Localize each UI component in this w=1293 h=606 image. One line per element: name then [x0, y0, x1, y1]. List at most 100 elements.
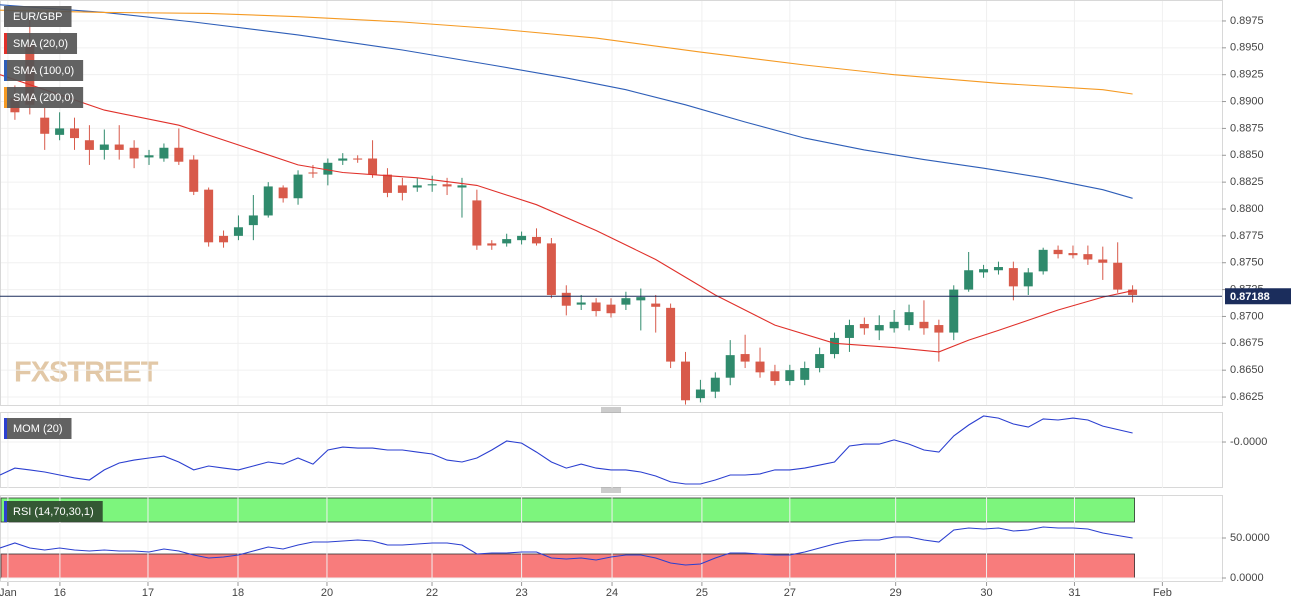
candle-body — [40, 117, 50, 134]
y-tick-label: 0.8650 — [1230, 364, 1264, 376]
candle-body — [442, 184, 452, 187]
x-tick-label: 23 — [515, 587, 527, 599]
candle-body — [1053, 249, 1063, 255]
candle-body — [621, 298, 631, 305]
candle-body — [591, 302, 601, 312]
legend-swatch — [4, 418, 7, 439]
candle-body — [740, 354, 750, 362]
panel-resize-handle[interactable] — [601, 407, 621, 413]
y-tick-label: 0.8900 — [1230, 95, 1264, 107]
x-tick-label: 27 — [784, 587, 796, 599]
candle-body — [1023, 272, 1033, 287]
candle-body — [233, 227, 243, 236]
candle-body — [189, 159, 199, 192]
y-tick-label: 0.8825 — [1230, 176, 1264, 188]
candle-body — [263, 186, 273, 216]
candle-body — [919, 321, 929, 329]
candle-body — [99, 144, 109, 150]
y-tick-label: 0.0000 — [1230, 572, 1264, 584]
candle-body — [517, 235, 527, 241]
watermark: FXSTREET — [14, 357, 159, 389]
legend-item: MOM (20) — [4, 418, 72, 439]
candle-body — [979, 269, 989, 273]
legend-box — [4, 87, 84, 108]
candle-body — [397, 185, 407, 193]
candle-body — [725, 355, 735, 378]
legend-swatch — [4, 87, 7, 108]
candle-body — [368, 158, 378, 175]
legend-label: RSI (14,70,30,1) — [13, 506, 94, 518]
legend-box — [4, 501, 103, 522]
y-tick-label: 0.8675 — [1230, 337, 1264, 349]
candle-body — [859, 323, 869, 329]
legend-swatch — [4, 33, 7, 54]
legend-label: SMA (20,0) — [13, 38, 68, 50]
candle-body — [695, 389, 705, 399]
series-line — [0, 526, 1133, 566]
candle-body — [531, 236, 541, 244]
y-tick-label: 0.8875 — [1230, 122, 1264, 134]
x-tick-label: 22 — [426, 587, 438, 599]
x-tick-label: 31 — [1068, 587, 1080, 599]
legend-item: SMA (20,0) — [4, 33, 78, 54]
candle-body — [666, 307, 676, 362]
candle-body — [55, 128, 65, 135]
x-tick-label: Jan — [0, 587, 17, 599]
last-price-box — [1225, 288, 1291, 305]
candle-body — [1038, 249, 1048, 272]
candle-body — [1098, 259, 1108, 263]
x-tick-label: 17 — [142, 587, 154, 599]
candle-body — [472, 200, 482, 246]
series-line — [0, 4, 1133, 199]
candle-body — [144, 155, 154, 158]
legend-item: SMA (200,0) — [4, 87, 84, 108]
y-tick-label: -0.0000 — [1230, 436, 1267, 448]
candle-body — [382, 174, 392, 193]
legend-label: MOM (20) — [13, 423, 63, 435]
x-tick-label: 20 — [321, 587, 333, 599]
candle-body — [248, 215, 258, 226]
legend-swatch — [4, 501, 7, 522]
y-tick-label: 0.8800 — [1230, 203, 1264, 215]
y-tick-label: 0.8975 — [1230, 15, 1264, 27]
candle-body — [204, 189, 214, 243]
candle-body — [487, 243, 497, 246]
y-tick-label: 0.8700 — [1230, 310, 1264, 322]
panel-resize-handle[interactable] — [601, 487, 621, 493]
candle-body — [219, 235, 229, 243]
candle-body — [278, 187, 288, 199]
candle-body — [293, 174, 303, 199]
series-line — [0, 415, 1133, 485]
legend-label: SMA (100,0) — [13, 65, 74, 77]
legend-box — [4, 33, 78, 54]
x-tick-label: 30 — [980, 587, 992, 599]
candle-body — [129, 147, 139, 159]
series-line — [0, 74, 1133, 353]
x-tick-label: 29 — [890, 587, 902, 599]
x-tick-label: 16 — [54, 587, 66, 599]
candle-body — [576, 302, 586, 305]
candle-body — [800, 368, 810, 380]
candle-body — [84, 140, 94, 150]
candle-body — [561, 292, 571, 306]
candle-body — [70, 128, 80, 139]
candle-body — [338, 158, 348, 161]
candle-body — [1008, 268, 1018, 287]
candle-body — [546, 243, 556, 295]
x-tick-label: 24 — [606, 587, 618, 599]
candle-body — [323, 162, 333, 175]
y-tick-label: 0.8850 — [1230, 149, 1264, 161]
candle-body — [427, 184, 437, 186]
candle-body — [1068, 253, 1078, 256]
candle-body — [830, 337, 840, 355]
candle-body — [755, 361, 765, 373]
candle-body — [815, 354, 825, 369]
legend-label: SMA (200,0) — [13, 92, 74, 104]
candle-body — [1083, 254, 1093, 260]
candle-body — [1113, 262, 1123, 290]
legend-label: EUR/GBP — [13, 11, 63, 23]
candle-body — [681, 361, 691, 401]
candle-body — [964, 270, 974, 290]
legend-item: RSI (14,70,30,1) — [4, 501, 103, 522]
candle-body — [159, 147, 169, 159]
